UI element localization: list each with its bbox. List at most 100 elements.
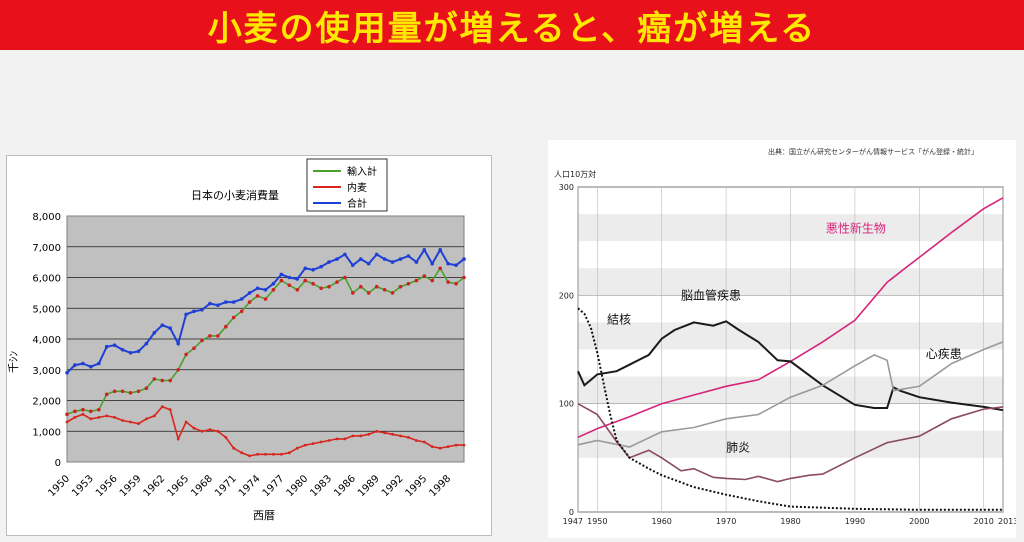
wheat-xtick-label: 1962 [142,473,168,499]
wheat-data-point [343,437,347,441]
wheat-data-point [152,414,156,418]
death-xtick-label: 1990 [845,517,865,526]
wheat-data-point [144,341,149,346]
wheat-data-point [359,257,363,261]
wheat-data-point [137,422,140,425]
wheat-data-point [255,294,260,298]
wheat-data-point [247,291,252,295]
wheat-data-point [224,436,228,439]
wheat-data-point [97,361,101,366]
wheat-data-point [263,297,268,301]
wheat-data-point [319,286,323,291]
wheat-data-point [160,405,164,409]
wheat-xtick-label: 1956 [94,473,120,499]
wheat-data-point [144,386,149,390]
wheat-data-point [231,315,236,320]
wheat-data-point [295,277,300,281]
wheat-data-point [160,323,165,327]
wheat-data-point [112,343,117,347]
wheat-data-point [279,278,284,283]
wheat-data-point [271,281,276,286]
death-xtick-label: 1980 [780,517,800,526]
wheat-legend-label: 輸入計 [347,165,377,178]
wheat-data-point [351,434,355,438]
wheat-data-point [343,275,347,280]
death-xtick-label: 1950 [587,517,607,526]
wheat-data-point [359,284,363,289]
wheat-data-point [216,429,220,433]
death-xtick-label: 1970 [716,517,736,526]
wheat-data-point [200,429,204,433]
wheat-data-point [319,264,323,269]
wheat-data-point [430,278,435,283]
wheat-data-point [327,284,331,289]
wheat-data-point [112,389,117,394]
wheat-data-point [351,291,355,295]
wheat-data-point [208,334,212,338]
wheat-legend-label: 合計 [347,197,367,210]
death-chart-ylabel: 人口10万対 [554,169,596,179]
wheat-data-point [192,346,196,350]
wheat-chart-xlabel: 西暦 [253,509,275,522]
wheat-data-point [192,426,196,430]
wheat-data-point [104,344,109,349]
wheat-data-point [240,451,244,455]
wheat-legend-label: 内麦 [347,181,367,194]
death-xtick-label: 1947 [563,517,583,526]
wheat-data-point [406,281,411,286]
wheat-data-point [192,309,196,314]
wheat-data-point [264,452,267,456]
wheat-data-point [311,268,315,272]
wheat-data-point [422,440,426,444]
wheat-data-point [97,416,101,419]
death-xtick-label: 1960 [652,517,672,526]
wheat-data-point [168,326,172,330]
wheat-data-point [414,278,419,283]
wheat-data-point [65,420,69,424]
wheat-xtick-label: 1992 [380,473,406,499]
wheat-data-point [382,257,387,261]
wheat-xtick-label: 1965 [165,473,191,499]
wheat-xtick-label: 1950 [46,473,72,499]
wheat-data-point [399,434,402,438]
wheat-data-point [247,300,252,304]
wheat-data-point [382,288,387,292]
wheat-data-point [136,349,141,354]
wheat-data-point [295,288,300,292]
wheat-data-point [374,252,379,257]
wheat-data-point [128,351,133,355]
wheat-xtick-label: 1971 [213,473,239,499]
wheat-data-point [311,281,315,286]
wheat-data-point [279,272,284,277]
wheat-data-point [366,291,371,295]
wheat-data-point [152,377,157,381]
death-series-label: 脳血管疾患 [681,288,741,303]
wheat-data-point [366,261,371,266]
wheat-data-point [200,338,204,343]
wheat-data-point [390,291,395,295]
death-series-label: 結核 [607,313,631,327]
wheat-data-point [303,278,308,283]
wheat-ytick-label: 8,000 [32,212,61,223]
wheat-data-point [422,274,427,278]
wheat-data-point [176,437,180,441]
title-banner: 小麦の使用量が増えると、癌が増える [0,0,1024,50]
wheat-data-point [438,446,442,450]
wheat-data-point [73,409,77,414]
wheat-data-point [184,420,188,424]
wheat-data-point [231,300,236,304]
wheat-data-point [97,407,101,412]
wheat-data-point [152,331,157,335]
wheat-data-point [120,389,125,394]
death-series-line-1 [577,197,1004,439]
wheat-data-point [438,248,443,252]
wheat-xtick-label: 1968 [189,473,215,499]
death-series-line-3 [577,341,1004,448]
wheat-data-point [454,281,458,286]
wheat-data-point [415,439,418,442]
wheat-data-point [248,454,252,458]
wheat-data-point [255,286,260,291]
wheat-data-point [422,248,427,252]
wheat-xtick-label: 1977 [261,473,287,499]
wheat-data-point [239,309,244,314]
